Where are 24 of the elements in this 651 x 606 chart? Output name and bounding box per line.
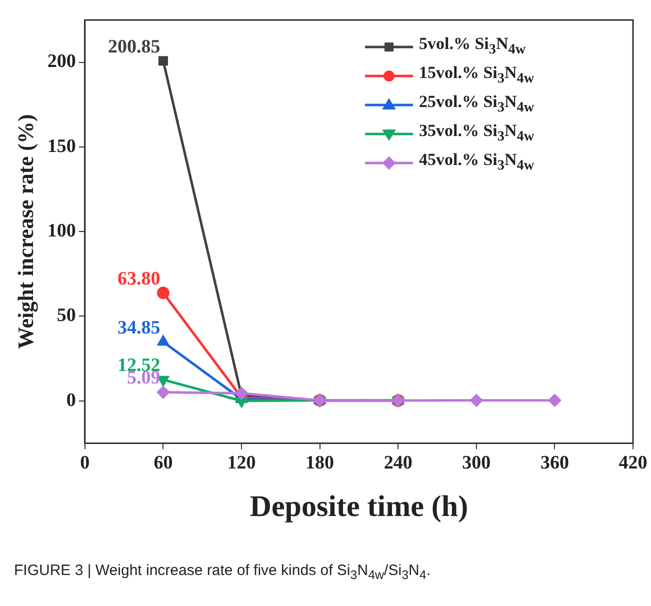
- y-tick-label: 100: [47, 220, 76, 242]
- legend-label: 15vol.% Si$_{3}$N$_{4w}$: [419, 63, 534, 88]
- legend-label: 45vol.% Si$_{3}$N$_{4w}$: [419, 150, 534, 175]
- y-tick-label: 0: [66, 390, 76, 411]
- x-tick-label: 120: [227, 452, 256, 474]
- y-tick-label: 200: [47, 51, 76, 72]
- text: FIGURE 3 | Weight increase rate of five kinds of Si$_{3}$N$_{4w}$/Si$_{3}$N$_{4}$.: [14, 562, 430, 582]
- data-label: 63.80: [117, 268, 160, 290]
- x-tick-label: 420: [618, 452, 648, 474]
- x-axis-title: Deposite time (h): [250, 490, 468, 523]
- x-tick-label: 360: [540, 452, 569, 474]
- data-label: 34.85: [117, 317, 160, 338]
- x-tick-label: 240: [384, 452, 412, 474]
- legend-label: 5vol.% Si$_{3}$N$_{4w}$: [419, 34, 526, 59]
- y-tick-label: 50: [56, 305, 76, 326]
- x-tick-label: 180: [306, 452, 334, 474]
- legend-label: 35vol.% Si$_{3}$N$_{4w}$: [419, 121, 534, 146]
- data-label: 200.85: [108, 36, 160, 58]
- x-tick-label: 300: [462, 452, 491, 474]
- x-tick-label: 60: [154, 452, 173, 474]
- y-tick-label: 150: [47, 136, 76, 157]
- y-axis-title: Weight increase rate (%): [12, 114, 38, 350]
- legend-label: 25vol.% Si$_{3}$N$_{4w}$: [419, 92, 534, 117]
- x-tick-label: 0: [80, 452, 90, 474]
